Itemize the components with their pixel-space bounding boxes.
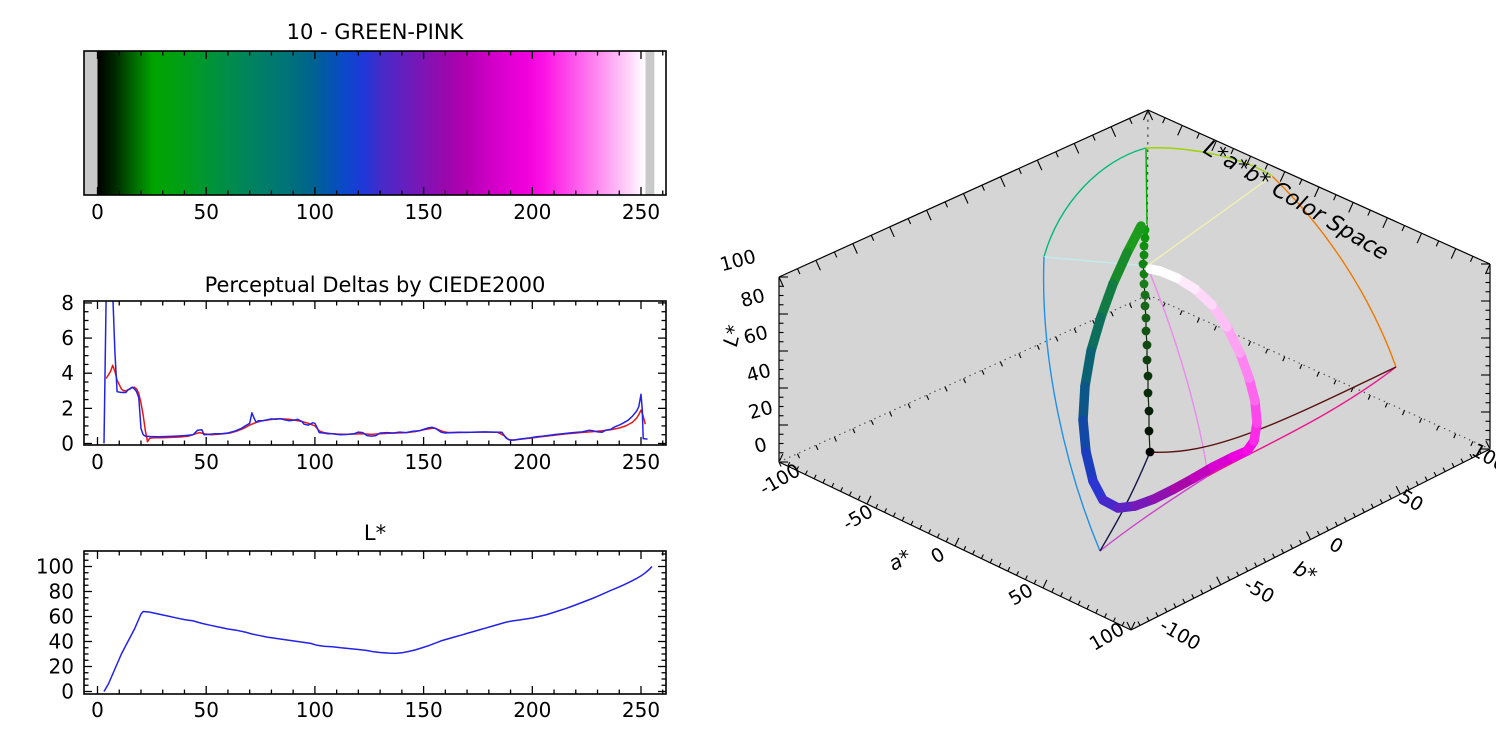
svg-text:100: 100 <box>296 450 334 474</box>
svg-text:80: 80 <box>49 580 74 604</box>
svg-text:80: 80 <box>738 285 767 313</box>
svg-text:0: 0 <box>61 680 74 704</box>
svg-text:100: 100 <box>296 200 334 224</box>
svg-text:0: 0 <box>91 698 104 722</box>
svg-text:150: 150 <box>405 698 443 722</box>
deltas-title: Perceptual Deltas by CIEDE2000 <box>205 273 546 297</box>
svg-text:0: 0 <box>752 434 769 458</box>
deltas-panel: 0 50 100 150 200 250 0 2 4 6 8 <box>61 291 667 474</box>
svg-text:60: 60 <box>49 605 74 629</box>
lightness-title: L* <box>364 521 386 545</box>
lab3d-a-axis-label: a* <box>884 544 915 576</box>
svg-text:200: 200 <box>513 200 551 224</box>
svg-text:0: 0 <box>91 450 104 474</box>
svg-text:-50: -50 <box>1240 574 1278 609</box>
svg-text:250: 250 <box>622 450 660 474</box>
svg-text:2: 2 <box>61 396 74 420</box>
svg-text:40: 40 <box>744 360 773 388</box>
svg-text:4: 4 <box>61 361 74 385</box>
svg-text:150: 150 <box>405 200 443 224</box>
svg-text:50: 50 <box>1005 579 1037 610</box>
colorbar-title: 10 - GREEN-PINK <box>287 20 465 44</box>
svg-text:50: 50 <box>193 450 218 474</box>
svg-text:6: 6 <box>61 326 74 350</box>
svg-text:-100: -100 <box>1156 614 1204 655</box>
svg-text:8: 8 <box>61 291 74 315</box>
svg-text:150: 150 <box>405 450 443 474</box>
svg-text:50: 50 <box>193 698 218 722</box>
svg-text:100: 100 <box>296 698 334 722</box>
svg-text:0: 0 <box>1325 533 1346 558</box>
svg-text:200: 200 <box>513 698 551 722</box>
svg-text:250: 250 <box>622 698 660 722</box>
svg-text:0: 0 <box>61 432 74 456</box>
svg-text:100: 100 <box>718 246 759 277</box>
svg-text:250: 250 <box>622 200 660 224</box>
lab3d-l-axis-label: L* <box>718 323 746 349</box>
svg-text:50: 50 <box>193 200 218 224</box>
colorbar-panel: 0 50 100 150 200 250 <box>83 50 667 224</box>
svg-text:20: 20 <box>746 397 775 425</box>
lab3d-b-axis-label: b* <box>1290 556 1321 588</box>
svg-text:200: 200 <box>513 450 551 474</box>
svg-text:20: 20 <box>49 655 74 679</box>
svg-text:0: 0 <box>91 200 104 224</box>
svg-text:0: 0 <box>927 543 948 568</box>
svg-text:60: 60 <box>741 322 770 350</box>
svg-text:100: 100 <box>36 555 74 579</box>
svg-text:40: 40 <box>49 630 74 654</box>
